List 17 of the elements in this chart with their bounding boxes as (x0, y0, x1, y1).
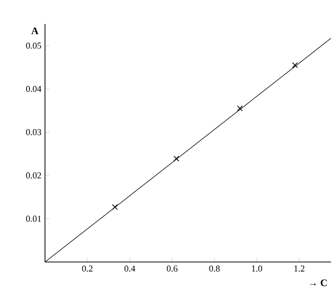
x-tick-label: 1.2 (294, 266, 304, 272)
y-axis-title: A (31, 28, 38, 34)
y-tick-label: 0.03 (26, 129, 42, 136)
x-axis-title: → C (310, 280, 327, 286)
x-tick-label: 0.8 (209, 266, 220, 272)
y-tick-label: 0.01 (26, 216, 41, 222)
point (173, 156, 180, 162)
point (292, 62, 298, 68)
y-tick-label: 0.04 (26, 86, 42, 92)
x-tick-label: 1.0 (252, 266, 262, 272)
point (112, 204, 118, 210)
x-tick-label: 0.2 (82, 266, 92, 272)
y-tick-label: 0.02 (26, 172, 41, 178)
y-tick-label: 0.05 (26, 42, 42, 49)
x-tick-label: 0.6 (166, 266, 178, 272)
point (237, 106, 243, 112)
x-tick-label: 0.4 (124, 266, 136, 272)
